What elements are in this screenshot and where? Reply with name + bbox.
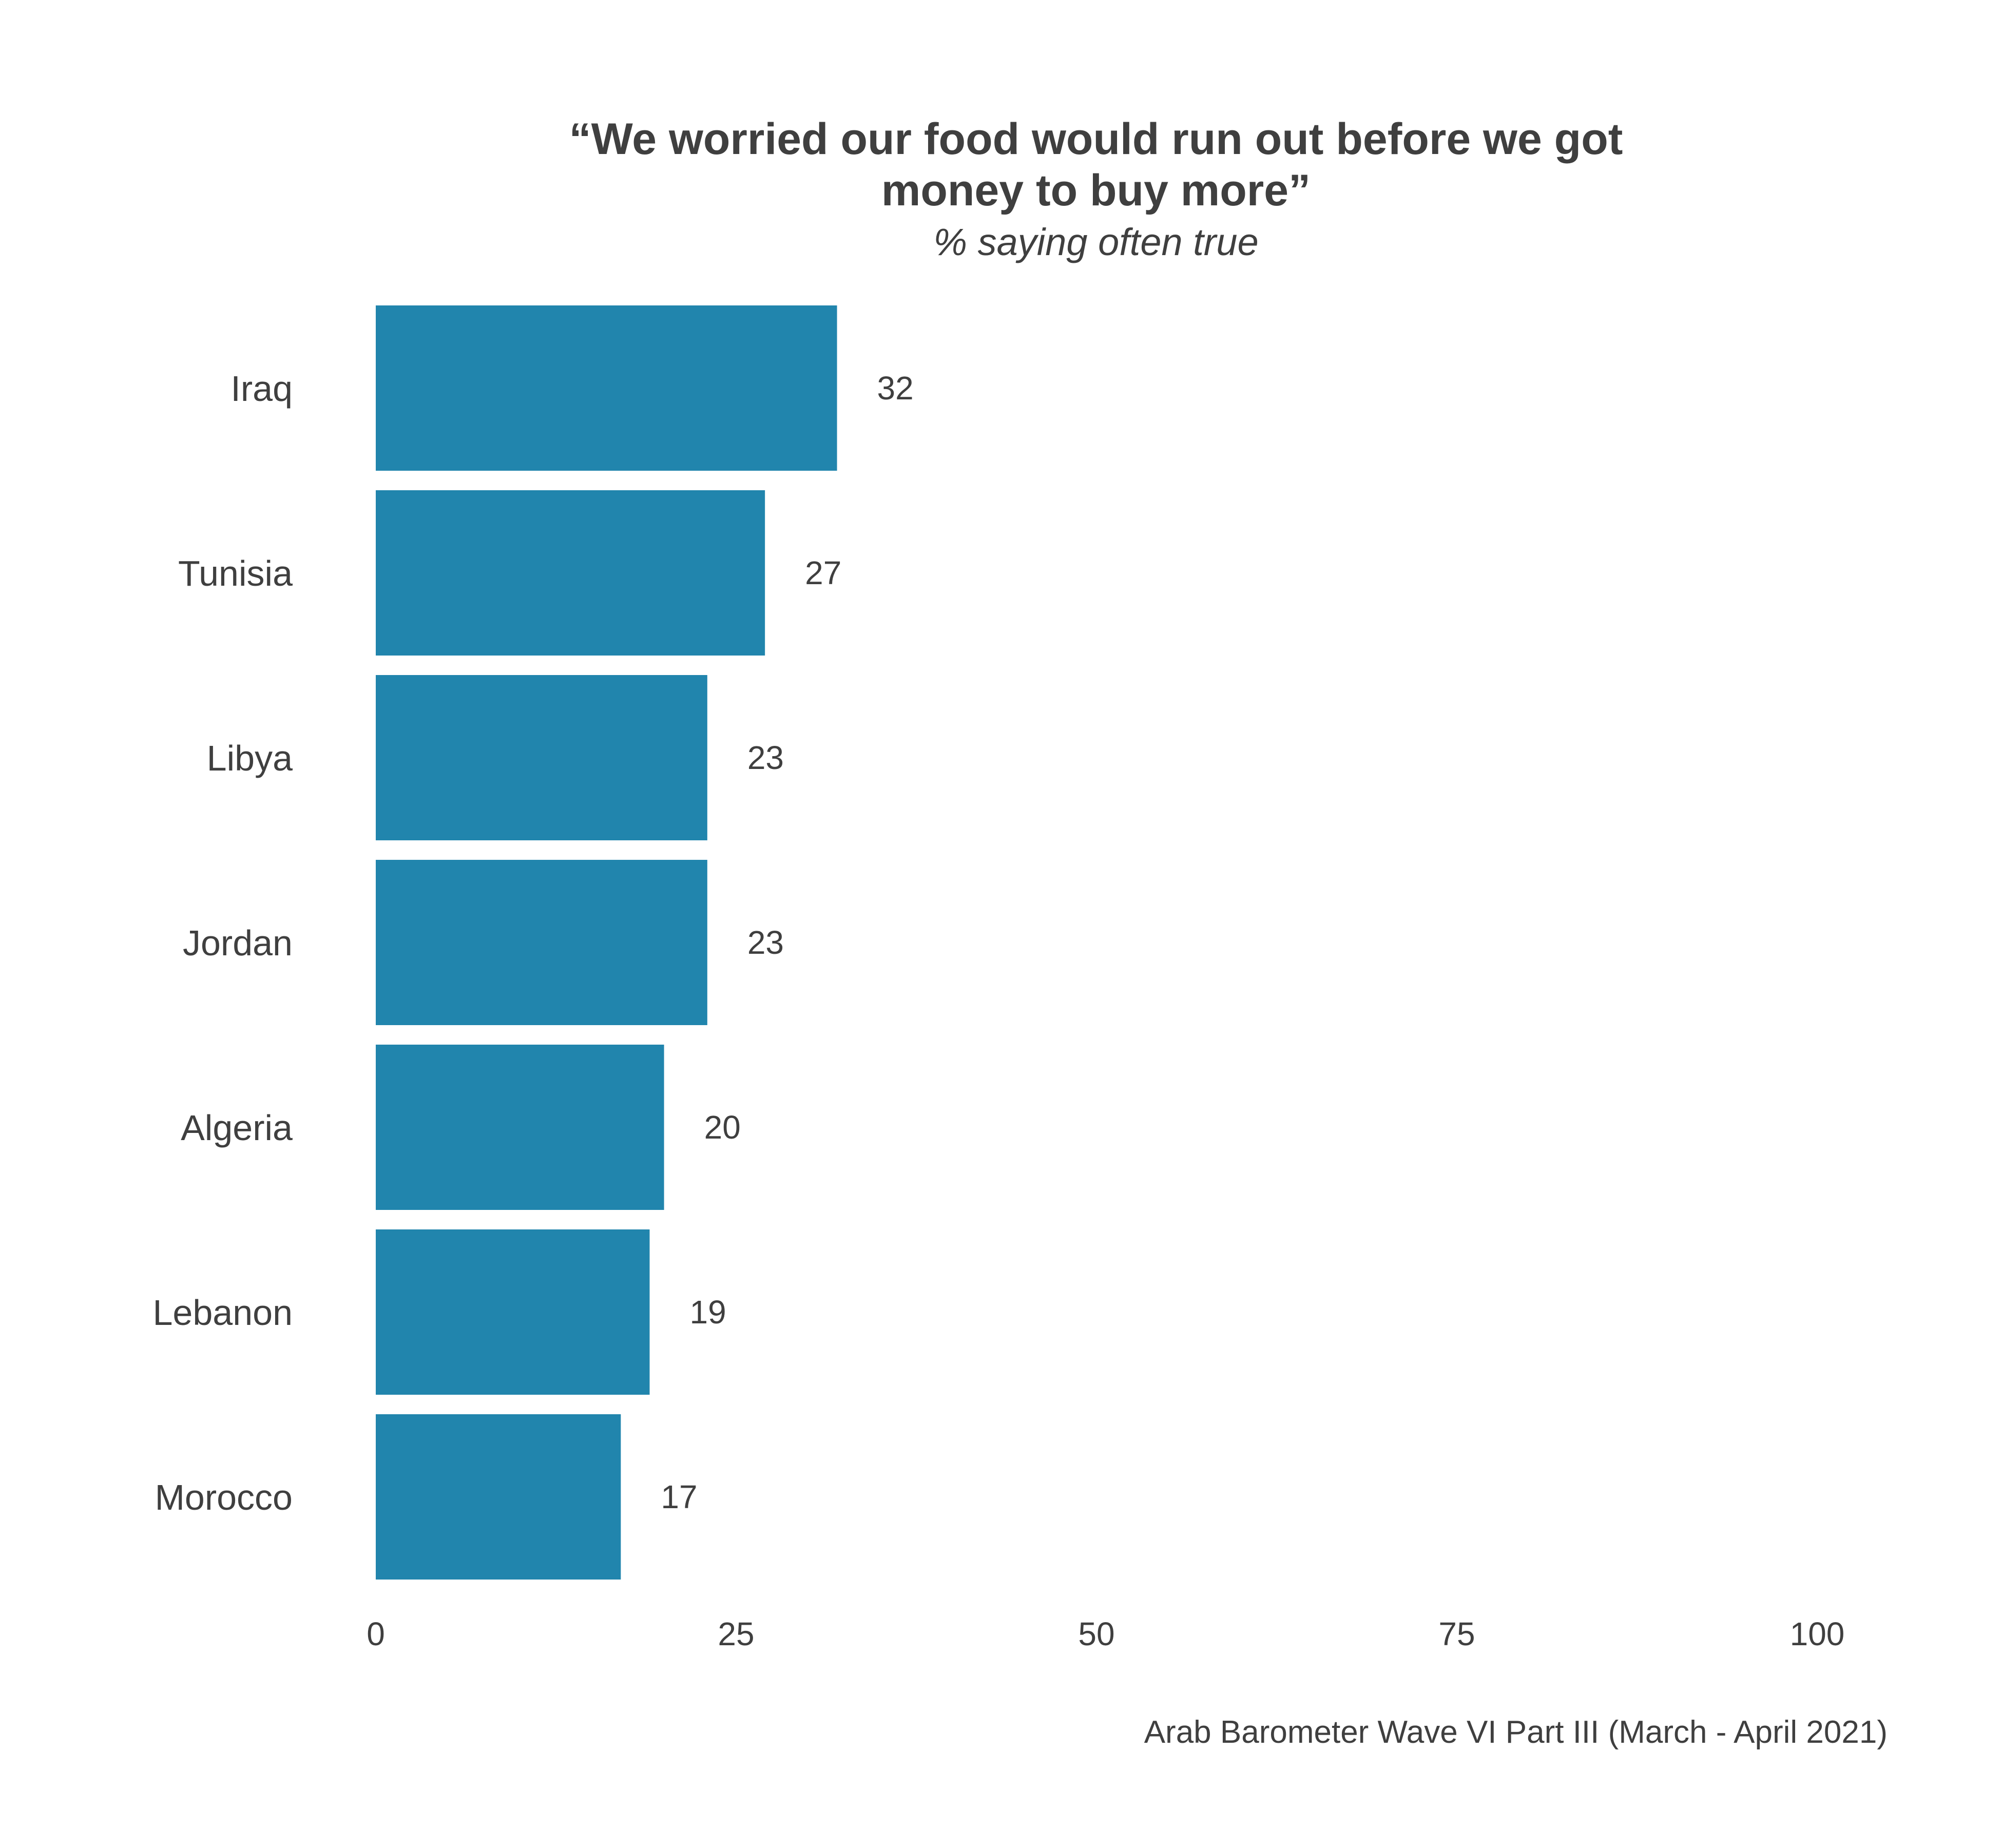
bar-lebanon [376, 1229, 650, 1395]
category-label-libya: Libya [207, 738, 293, 778]
bar-iraq [376, 305, 837, 471]
value-label-libya: 23 [747, 739, 784, 776]
chart-title-line-2: money to buy more” [881, 166, 1311, 215]
value-label-morocco: 17 [661, 1478, 697, 1515]
value-label-lebanon: 19 [690, 1294, 726, 1331]
category-label-lebanon: Lebanon [152, 1293, 293, 1333]
value-label-algeria: 20 [704, 1109, 741, 1146]
x-tick-label-25: 25 [718, 1615, 754, 1652]
category-label-morocco: Morocco [155, 1477, 293, 1517]
bar-morocco [376, 1414, 621, 1580]
category-label-algeria: Algeria [181, 1108, 293, 1148]
bar-jordan [376, 860, 707, 1025]
plot-area: Iraq 32 Tunisia 27 Libya 23 Jordan 23 Algeria 20 L… [152, 305, 1844, 1652]
chart-title-line-1: “We worried our food would run out befor… [569, 114, 1623, 164]
bar-libya [376, 675, 707, 840]
chart-subtitle: % saying often true [933, 221, 1258, 263]
category-label-jordan: Jordan [183, 923, 293, 963]
chart-caption: Arab Barometer Wave VI Part III (March -… [1144, 1715, 1888, 1750]
x-tick-label-100: 100 [1790, 1615, 1845, 1652]
bar-algeria [376, 1045, 664, 1210]
value-label-jordan: 23 [747, 924, 784, 961]
value-label-tunisia: 27 [805, 554, 841, 591]
x-tick-label-50: 50 [1078, 1615, 1114, 1652]
x-tick-label-0: 0 [367, 1615, 385, 1652]
bar-tunisia [376, 490, 765, 656]
category-label-tunisia: Tunisia [178, 553, 293, 593]
category-label-iraq: Iraq [230, 369, 293, 409]
x-tick-label-75: 75 [1438, 1615, 1475, 1652]
value-label-iraq: 32 [877, 370, 914, 407]
